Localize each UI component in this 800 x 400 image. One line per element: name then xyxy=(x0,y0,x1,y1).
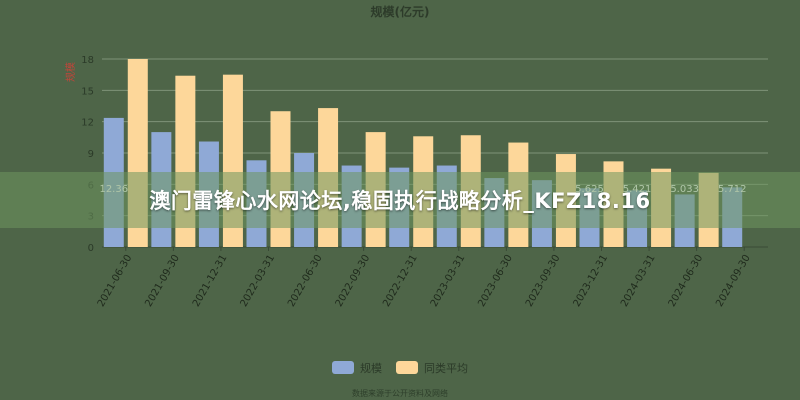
legend-swatch xyxy=(332,361,354,374)
x-tick-label: 2024-06-30 xyxy=(667,253,706,309)
y-tick-label: 0 xyxy=(88,243,94,254)
y-tick-label: 12 xyxy=(81,118,94,129)
source-note: 数据来源于公开资料及网络 xyxy=(352,389,448,398)
legend-label: 规模 xyxy=(360,361,382,375)
legend: 规模 同类平均 xyxy=(332,361,468,375)
x-tick-label: 2023-09-30 xyxy=(524,253,563,309)
x-tick-label: 2023-03-31 xyxy=(429,253,468,309)
x-tick-label: 2022-12-31 xyxy=(381,253,420,309)
x-tick-label: 2024-03-31 xyxy=(619,253,658,309)
x-tick-label: 2024-09-30 xyxy=(714,253,753,309)
y-tick-label: 15 xyxy=(81,86,94,97)
x-tick-label: 2023-12-31 xyxy=(572,253,611,309)
y-tick-label: 18 xyxy=(81,55,94,66)
x-tick-label: 2022-06-30 xyxy=(286,253,325,309)
x-tick-label: 2022-09-30 xyxy=(334,253,373,309)
legend-label: 同类平均 xyxy=(424,361,468,375)
y-tick-label: 9 xyxy=(88,149,94,160)
legend-swatch xyxy=(396,361,418,374)
x-tick-label: 2023-06-30 xyxy=(476,253,515,309)
x-tick-label: 2021-06-30 xyxy=(96,253,135,309)
x-tick-label: 2021-12-31 xyxy=(191,253,230,309)
banner-title: 澳门雷锋心水网论坛,稳固执行战略分析_KFZ18.16 xyxy=(149,189,651,213)
x-axis: 2021-06-30 2021-09-30 2021-12-31 2022-03-31… xyxy=(96,247,753,309)
x-tick-label: 2022-03-31 xyxy=(239,253,278,309)
chart-title: 规模(亿元) xyxy=(371,4,430,19)
y-axis-label: 规模 xyxy=(64,62,77,82)
overlay-banner: 澳门雷锋心水网论坛,稳固执行战略分析_KFZ18.16 xyxy=(0,172,800,228)
x-tick-label: 2021-09-30 xyxy=(143,253,182,309)
